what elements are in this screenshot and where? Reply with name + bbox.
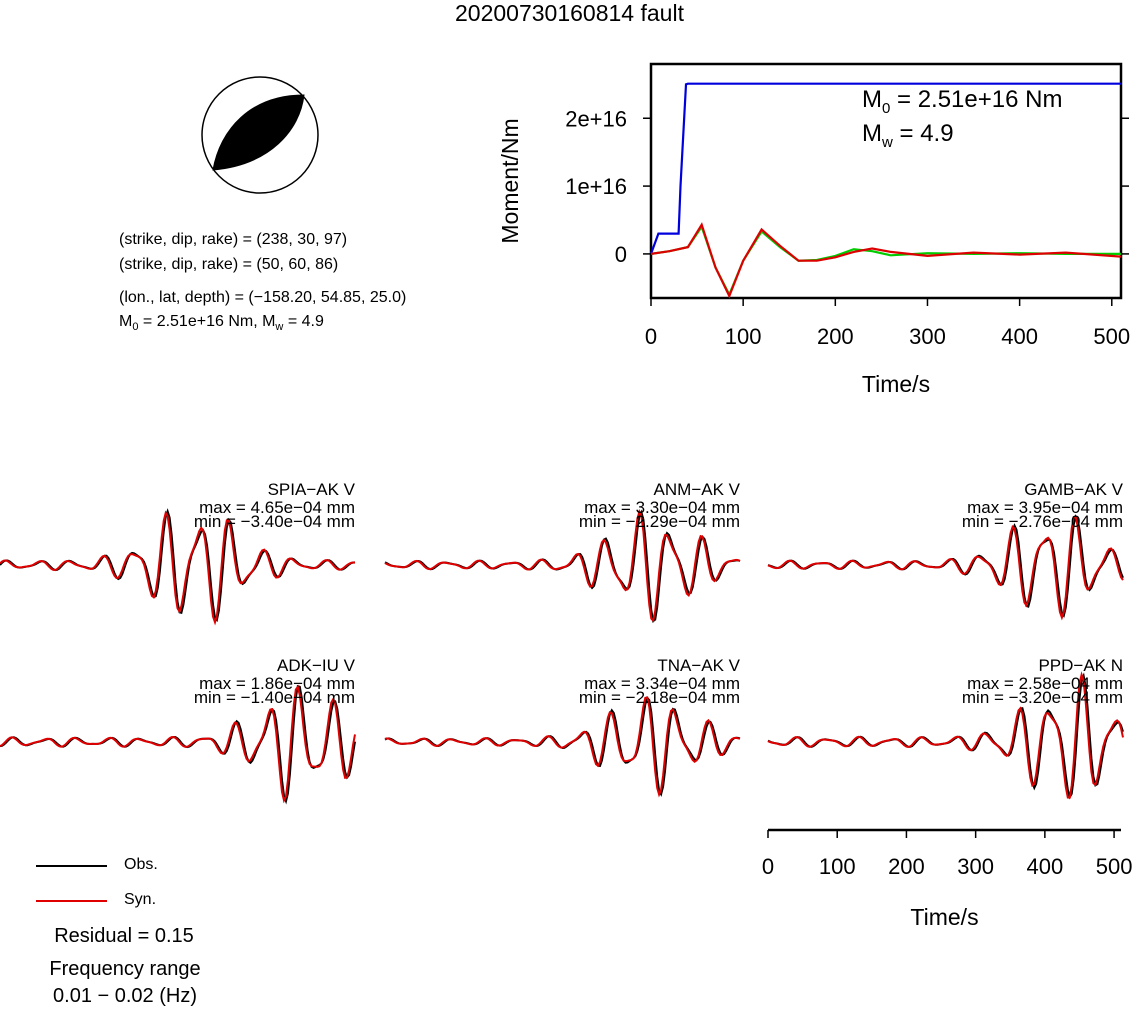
station-min: min = −3.40e−04 mm [194, 512, 355, 531]
syn-trace [767, 671, 1124, 799]
station-label: SPIA−AK V [268, 480, 356, 499]
nodal-plane-2: (strike, dip, rake) = (50, 60, 86) [119, 256, 339, 273]
syn-trace [384, 508, 741, 623]
x-tick-label: 200 [817, 324, 854, 349]
x-tick-label: 100 [819, 854, 856, 879]
station-min: min = −2.29e−04 mm [579, 512, 740, 531]
beachball [201, 76, 319, 194]
x-axis-label: Time/s [910, 904, 978, 930]
syn-trace [767, 515, 1124, 621]
frequency-value: 0.01 − 0.02 (Hz) [53, 985, 197, 1007]
y-axis-label: Moment/Nm [497, 118, 523, 243]
x-tick-label: 300 [909, 324, 946, 349]
syn-trace [0, 684, 356, 804]
nodal-plane-1: (strike, dip, rake) = (238, 30, 97) [119, 231, 348, 248]
x-tick-label: 300 [957, 854, 994, 879]
legend [36, 865, 107, 902]
moment-series-1 [650, 224, 1121, 298]
station-label: ANM−AK V [654, 480, 741, 499]
waveform-time-axis: 0 100 200 300 400 500 Time/s [762, 828, 1133, 930]
obs-trace [767, 514, 1124, 618]
moment-series-0 [649, 82, 1121, 255]
mw-annotation: Mw = 4.9 [862, 120, 954, 151]
x-tick-label: 0 [762, 854, 774, 879]
moment-series [649, 82, 1122, 299]
station-max: max = 1.86e−04 mm [199, 674, 355, 693]
x-tick-label: 500 [1096, 854, 1133, 879]
station-min: min = −3.20e−04 mm [962, 688, 1123, 707]
residual-text: Residual = 0.15 [54, 925, 194, 947]
station-label: ADK−IU V [277, 656, 356, 675]
station-label: GAMB−AK V [1024, 480, 1123, 499]
y-tick-label: 2e+16 [565, 106, 627, 131]
x-tick-label: 400 [1027, 854, 1064, 879]
station-min: min = −2.76e−04 mm [962, 512, 1123, 531]
moment-info: M0 = 2.51e+16 Nm, Mw = 4.9 [119, 313, 324, 334]
syn-trace [384, 696, 741, 798]
station-min: min = −2.18e−04 mm [579, 688, 740, 707]
x-axis-label: Time/s [862, 371, 930, 397]
station-max: max = 3.95e−04 mm [967, 498, 1123, 517]
plot-frame [649, 62, 1123, 300]
legend-syn-label: Syn. [124, 891, 157, 908]
y-tick-label: 1e+16 [565, 174, 627, 199]
syn-trace [0, 510, 356, 626]
station-label: PPD−AK N [1038, 656, 1123, 675]
m0-annotation: M0 = 2.51e+16 Nm [862, 86, 1063, 117]
moment-rate-chart: 0 100 200 300 400 500 0 1e+16 2e+16 Time/s Moment/… [497, 62, 1130, 397]
location-info: (lon., lat, depth) = (−158.20, 54.85, 25… [119, 289, 407, 306]
station-label: TNA−AK V [657, 656, 740, 675]
frequency-title: Frequency range [49, 958, 201, 980]
legend-obs-label: Obs. [124, 856, 158, 873]
x-tick-label: 100 [725, 324, 762, 349]
x-tick-label: 400 [1001, 324, 1038, 349]
x-tick-label: 500 [1093, 324, 1130, 349]
moment-series-2 [650, 222, 1122, 299]
x-tick-label: 200 [888, 854, 925, 879]
moment-axes: 0 100 200 300 400 500 0 1e+16 2e+16 Time/s Moment/… [497, 106, 1130, 397]
station-max: max = 4.65e−04 mm [199, 498, 355, 517]
station-min: min = −1.40e−04 mm [194, 688, 355, 707]
station-max: max = 3.30e−04 mm [584, 498, 740, 517]
x-tick-label: 0 [645, 324, 657, 349]
station-max: max = 2.58e−04 mm [967, 674, 1123, 693]
y-tick-label: 0 [615, 242, 627, 267]
figure-title: 20200730160814 fault [455, 0, 684, 26]
station-max: max = 3.34e−04 mm [584, 674, 740, 693]
